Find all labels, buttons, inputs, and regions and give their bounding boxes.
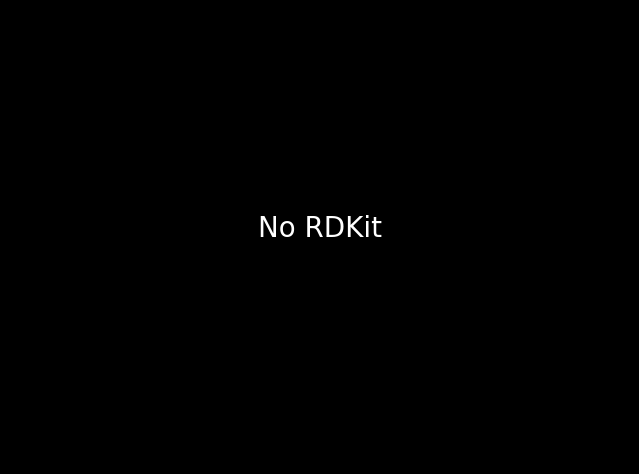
Text: No RDKit: No RDKit [258,215,381,243]
